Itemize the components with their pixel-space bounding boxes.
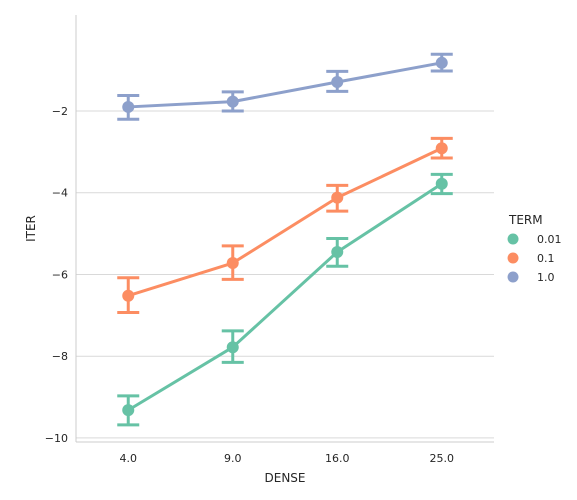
data-point xyxy=(331,245,344,258)
legend-title: TERM xyxy=(508,213,543,227)
legend-label: 0.01 xyxy=(537,233,562,246)
series-line xyxy=(127,182,443,412)
y-tick-label: −6 xyxy=(52,268,68,281)
x-tick-label: 25.0 xyxy=(430,452,455,465)
data-point xyxy=(226,95,239,108)
x-tick-label: 4.0 xyxy=(120,452,138,465)
axes: −10 −8 −6 −4 −2 4.0 9.0 16.0 25.0 xyxy=(45,15,494,465)
x-tick-label: 9.0 xyxy=(224,452,242,465)
series-0.1 xyxy=(117,136,453,314)
data-point xyxy=(122,100,135,113)
data-point xyxy=(331,191,344,204)
legend-marker xyxy=(507,233,519,245)
series-line xyxy=(128,61,443,109)
y-tick-label: −8 xyxy=(52,350,68,363)
x-axis-label: DENSE xyxy=(265,471,306,485)
y-tick-label: −4 xyxy=(52,187,68,200)
data-point xyxy=(435,177,448,190)
x-tick-label: 16.0 xyxy=(325,452,350,465)
legend-label: 0.1 xyxy=(537,252,555,265)
data-point xyxy=(226,257,239,270)
y-axis-label: ITER xyxy=(24,215,38,242)
grid xyxy=(76,110,494,439)
legend-marker xyxy=(507,271,519,283)
y-tick-label: −2 xyxy=(52,105,68,118)
data-point xyxy=(122,404,135,417)
data-point xyxy=(435,56,448,69)
chart-marks xyxy=(117,52,453,427)
series-0.01 xyxy=(117,172,453,427)
data-point xyxy=(122,289,135,302)
series-1.0 xyxy=(117,52,453,121)
series-line xyxy=(127,146,443,298)
y-tick-label: −10 xyxy=(45,432,68,445)
legend-label: 1.0 xyxy=(537,271,555,284)
legend: TERM 0.01 0.1 1.0 xyxy=(507,213,562,284)
legend-marker xyxy=(507,252,519,264)
data-point xyxy=(435,142,448,155)
data-point xyxy=(226,341,239,354)
data-point xyxy=(331,76,344,89)
